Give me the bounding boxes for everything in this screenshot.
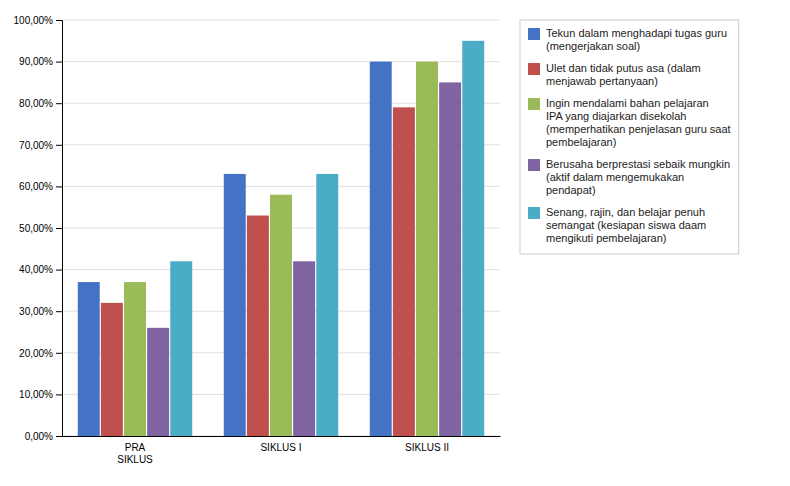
bar — [316, 174, 338, 436]
tick: 50,00% — [19, 223, 62, 234]
tick-mark — [56, 145, 62, 146]
legend-swatch — [528, 207, 540, 219]
tick-label: 30,00% — [19, 306, 53, 317]
tick: 0,00% — [25, 431, 62, 442]
tick: SIKLUS I — [260, 442, 301, 453]
legend-swatch — [528, 63, 540, 75]
tick-mark — [56, 270, 62, 271]
bar-series — [147, 82, 461, 436]
legend-swatch — [528, 159, 540, 171]
axis-line — [56, 21, 63, 437]
tick: 90,00% — [19, 56, 62, 67]
tick-mark — [56, 353, 62, 354]
tick-label: 60,00% — [19, 181, 53, 192]
bar — [439, 82, 461, 436]
bar — [224, 174, 246, 436]
legend-label: Ulet dan tidak putus asa (dalammenjawab … — [546, 62, 701, 87]
legend-swatch — [528, 28, 540, 40]
tick: 20,00% — [19, 348, 62, 359]
tick: 40,00% — [19, 264, 62, 275]
bar-series — [78, 62, 392, 436]
x-axis: PRASIKLUS SIKLUS I SIKLUS II — [63, 437, 501, 466]
tick: 100,00% — [14, 15, 62, 26]
tick-mark — [56, 436, 62, 437]
legend-swatch — [528, 98, 540, 110]
tick-label: 80,00% — [19, 98, 53, 109]
tick-mark — [56, 186, 62, 187]
grid-line — [62, 20, 500, 21]
tick: 30,00% — [19, 306, 62, 317]
legend-item: Berusaha berprestasi sebaik mungkin(akti… — [528, 158, 730, 196]
bar — [124, 282, 146, 436]
legend-item: Ulet dan tidak putus asa (dalammenjawab … — [528, 62, 701, 87]
bar-series — [101, 107, 415, 436]
legend-label: Senang, rajin, dan belajar penuhsemangat… — [546, 206, 706, 244]
tick-mark — [56, 62, 62, 63]
legend-item: Ingin mendalami bahan pelajaranIPA yang … — [528, 97, 731, 148]
tick-label: 100,00% — [14, 15, 54, 26]
tick-label: 40,00% — [19, 264, 53, 275]
legend: Tekun dalam menghadapi tugas guru(menger… — [520, 20, 739, 254]
tick-mark — [56, 20, 62, 21]
tick: 10,00% — [19, 389, 62, 400]
bar — [393, 107, 415, 436]
chart: 0,00% 10,00% 20,00% 30,00% 40,00% 50,00% 60,00… — [0, 0, 790, 486]
legend-label: Ingin mendalami bahan pelajaranIPA yang … — [546, 97, 731, 148]
tick-label: 50,00% — [19, 223, 53, 234]
tick-label: 70,00% — [19, 140, 53, 151]
bar — [247, 216, 269, 436]
bar — [170, 261, 192, 436]
bar — [416, 62, 438, 436]
axis-line — [63, 436, 501, 437]
y-axis: 0,00% 10,00% 20,00% 30,00% 40,00% 50,00% 60,00… — [14, 15, 63, 442]
bar — [101, 303, 123, 436]
bar — [270, 195, 292, 436]
tick-mark — [56, 394, 62, 395]
tick-label: 20,00% — [19, 348, 53, 359]
tick-label: 10,00% — [19, 389, 53, 400]
tick-label: SIKLUS I — [260, 442, 301, 453]
bar — [78, 282, 100, 436]
legend-label: Tekun dalam menghadapi tugas guru(menger… — [546, 27, 727, 52]
tick: PRASIKLUS — [117, 442, 153, 465]
bar — [370, 62, 392, 436]
bar — [147, 328, 169, 436]
bar — [462, 41, 484, 436]
legend-label: Berusaha berprestasi sebaik mungkin(akti… — [546, 158, 730, 196]
tick-label: 90,00% — [19, 56, 53, 67]
legend-frame — [520, 20, 739, 254]
tick: 70,00% — [19, 140, 62, 151]
tick-mark — [56, 228, 62, 229]
bars — [78, 41, 484, 436]
bar — [293, 261, 315, 436]
tick-label: 0,00% — [25, 431, 53, 442]
tick: SIKLUS II — [405, 442, 449, 453]
legend-item: Senang, rajin, dan belajar penuhsemangat… — [528, 206, 706, 244]
bar-series — [124, 62, 438, 436]
bar-series — [170, 41, 484, 436]
tick: 60,00% — [19, 181, 62, 192]
tick: 80,00% — [19, 98, 62, 109]
legend-item: Tekun dalam menghadapi tugas guru(menger… — [528, 27, 727, 52]
tick-label: PRASIKLUS — [117, 442, 153, 465]
grid — [62, 20, 500, 436]
tick-mark — [56, 311, 62, 312]
tick-label: SIKLUS II — [405, 442, 449, 453]
tick-mark — [56, 103, 62, 104]
